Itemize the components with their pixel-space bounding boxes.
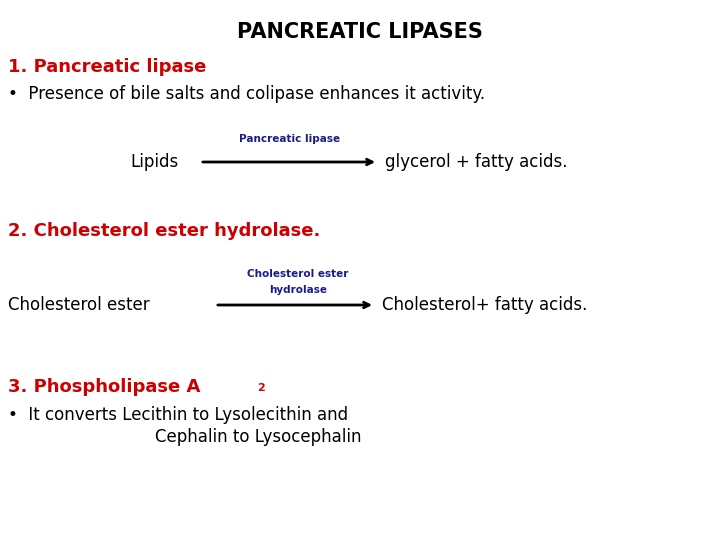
Text: Cholesterol ester: Cholesterol ester xyxy=(247,269,348,279)
Text: Cholesterol ester: Cholesterol ester xyxy=(8,296,150,314)
Text: PANCREATIC LIPASES: PANCREATIC LIPASES xyxy=(237,22,483,42)
Text: Pancreatic lipase: Pancreatic lipase xyxy=(240,134,341,144)
Text: 2: 2 xyxy=(257,383,265,393)
Text: 2. Cholesterol ester hydrolase.: 2. Cholesterol ester hydrolase. xyxy=(8,222,320,240)
Text: •  It converts Lecithin to Lysolecithin and: • It converts Lecithin to Lysolecithin a… xyxy=(8,406,348,424)
Text: hydrolase: hydrolase xyxy=(269,285,327,295)
Text: Lipids: Lipids xyxy=(130,153,179,171)
Text: 1. Pancreatic lipase: 1. Pancreatic lipase xyxy=(8,58,207,76)
Text: •  Presence of bile salts and colipase enhances it activity.: • Presence of bile salts and colipase en… xyxy=(8,85,485,103)
Text: Cholesterol+ fatty acids.: Cholesterol+ fatty acids. xyxy=(382,296,588,314)
Text: Cephalin to Lysocephalin: Cephalin to Lysocephalin xyxy=(155,428,361,446)
Text: 3. Phospholipase A: 3. Phospholipase A xyxy=(8,378,200,396)
Text: glycerol + fatty acids.: glycerol + fatty acids. xyxy=(385,153,567,171)
